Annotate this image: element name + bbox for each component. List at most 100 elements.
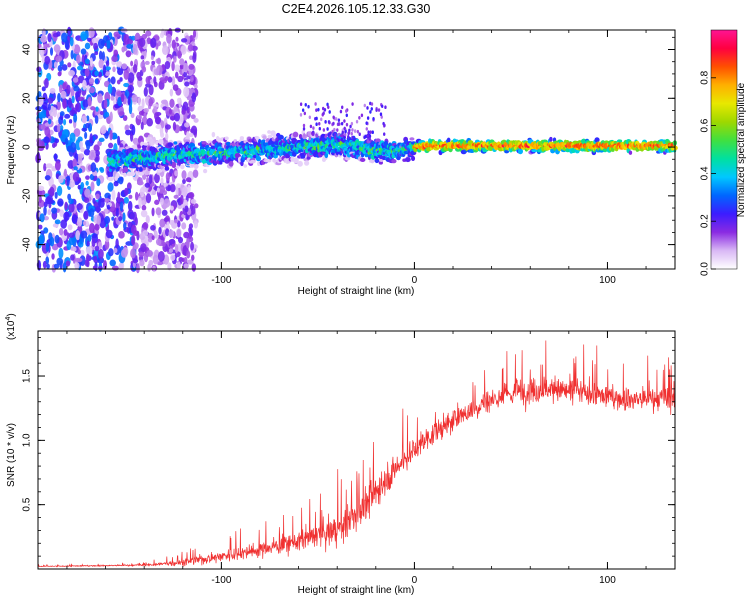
heatmap-cell	[85, 180, 89, 186]
heatmap-cell	[71, 214, 78, 224]
figure-title: C2E4.2026.105.12.33.G30	[282, 2, 431, 16]
colorbar-label: Normalized spectral amplitude	[736, 82, 747, 217]
heatmap-cell	[139, 186, 145, 198]
heatmap-cell	[327, 105, 330, 109]
heatmap-cell	[85, 175, 90, 180]
snr-frame	[37, 330, 676, 570]
heatmap-cell	[163, 182, 169, 187]
heatmap-cell	[341, 130, 344, 135]
heatmap-cell	[318, 126, 321, 131]
heatmap-cell	[180, 164, 185, 170]
heatmap-cell	[396, 155, 401, 161]
heatmap-cell	[193, 117, 199, 123]
heatmap-cell	[355, 119, 359, 124]
heatmap-cell	[602, 148, 608, 152]
heatmap-cell	[320, 117, 323, 122]
heatmap-cell	[138, 37, 146, 48]
heatmap-cell	[358, 132, 361, 137]
heatmap-cell	[161, 209, 168, 216]
heatmap-cell	[345, 113, 348, 118]
heatmap-cell	[303, 111, 307, 116]
heatmap-cell	[96, 178, 101, 187]
heatmap-cell	[64, 201, 68, 211]
heatmap-cell	[315, 134, 319, 138]
heatmap-cell	[358, 116, 361, 120]
heatmap-cell	[98, 137, 105, 143]
heatmap-cell	[138, 166, 143, 172]
heatmap-cell	[44, 175, 51, 181]
heatmap-cell	[145, 83, 152, 88]
heatmap-cell	[117, 191, 121, 203]
heatmap-cell	[77, 136, 83, 143]
heatmap-cell	[94, 51, 99, 56]
heatmap-cell	[297, 160, 303, 167]
heatmap-cell	[43, 43, 47, 54]
heatmap-cell	[117, 96, 123, 107]
heatmap-cell	[132, 43, 138, 55]
y-tick-label: 40	[22, 44, 33, 56]
heatmap-cell	[53, 263, 60, 269]
heatmap-cell	[175, 71, 179, 79]
heatmap-cell	[45, 241, 50, 253]
heatmap-cell	[115, 238, 119, 250]
heatmap-cell	[130, 171, 136, 177]
heatmap-cell	[154, 199, 160, 205]
snr-plot-area	[38, 331, 675, 569]
heatmap-cell	[100, 110, 104, 115]
snr-panel: -100 0 100 0.5 1.0 1.5 Height of straight lin…	[5, 313, 676, 596]
heatmap-cell	[42, 260, 47, 269]
heatmap-cell	[169, 219, 175, 226]
heatmap-cell	[267, 134, 273, 139]
heatmap-cell	[104, 239, 110, 250]
heatmap-cell	[344, 133, 347, 137]
heatmap-cell	[190, 163, 195, 167]
heatmap-cell	[130, 60, 134, 67]
heatmap-cell	[175, 36, 179, 42]
heatmap-cell	[331, 129, 334, 134]
heatmap-cell	[173, 141, 178, 145]
heatmap-cell	[324, 133, 328, 138]
heatmap-cell	[267, 130, 271, 134]
heatmap-cell	[45, 256, 50, 265]
heatmap-cell	[326, 102, 329, 107]
heatmap-cell	[74, 262, 80, 270]
heatmap-cell	[68, 119, 73, 124]
heatmap-cell	[243, 164, 248, 168]
spectrogram-y-label: Frequency (Hz)	[6, 116, 17, 185]
heatmap-cell	[188, 63, 195, 70]
y-tick-label: -40	[22, 237, 33, 252]
heatmap-cell	[77, 184, 81, 190]
heatmap-cell	[54, 191, 58, 199]
heatmap-cell	[59, 209, 65, 217]
heatmap-cell	[302, 123, 306, 128]
heatmap-cell	[163, 198, 171, 208]
heatmap-cell	[190, 241, 194, 251]
heatmap-cell	[234, 153, 241, 159]
heatmap-cell	[61, 32, 68, 43]
heatmap-cell	[167, 185, 171, 192]
heatmap-cell	[108, 248, 114, 257]
heatmap-cell	[365, 127, 368, 131]
heatmap-cell	[167, 142, 174, 148]
heatmap-cell	[304, 160, 310, 166]
heatmap-cell	[100, 197, 105, 203]
heatmap-cell	[122, 115, 128, 122]
heatmap-cell	[163, 217, 170, 222]
snr-x-label: Height of straight line (km)	[298, 585, 415, 596]
heatmap-cell	[82, 220, 87, 226]
heatmap-cell	[150, 225, 156, 231]
heatmap-cell	[89, 133, 93, 144]
heatmap-cell	[219, 160, 223, 165]
heatmap-cell	[351, 102, 354, 106]
heatmap-cell	[409, 137, 415, 141]
heatmap-cell	[285, 153, 291, 159]
heatmap-cell	[68, 198, 74, 205]
heatmap-cell	[49, 236, 55, 247]
heatmap-cell	[185, 238, 190, 249]
heatmap-cell	[104, 131, 109, 139]
heatmap-cell	[112, 134, 118, 140]
heatmap-cell	[86, 253, 90, 263]
colorbar-gradient	[711, 30, 737, 269]
heatmap-cell	[411, 155, 416, 162]
heatmap-cell	[156, 57, 162, 65]
